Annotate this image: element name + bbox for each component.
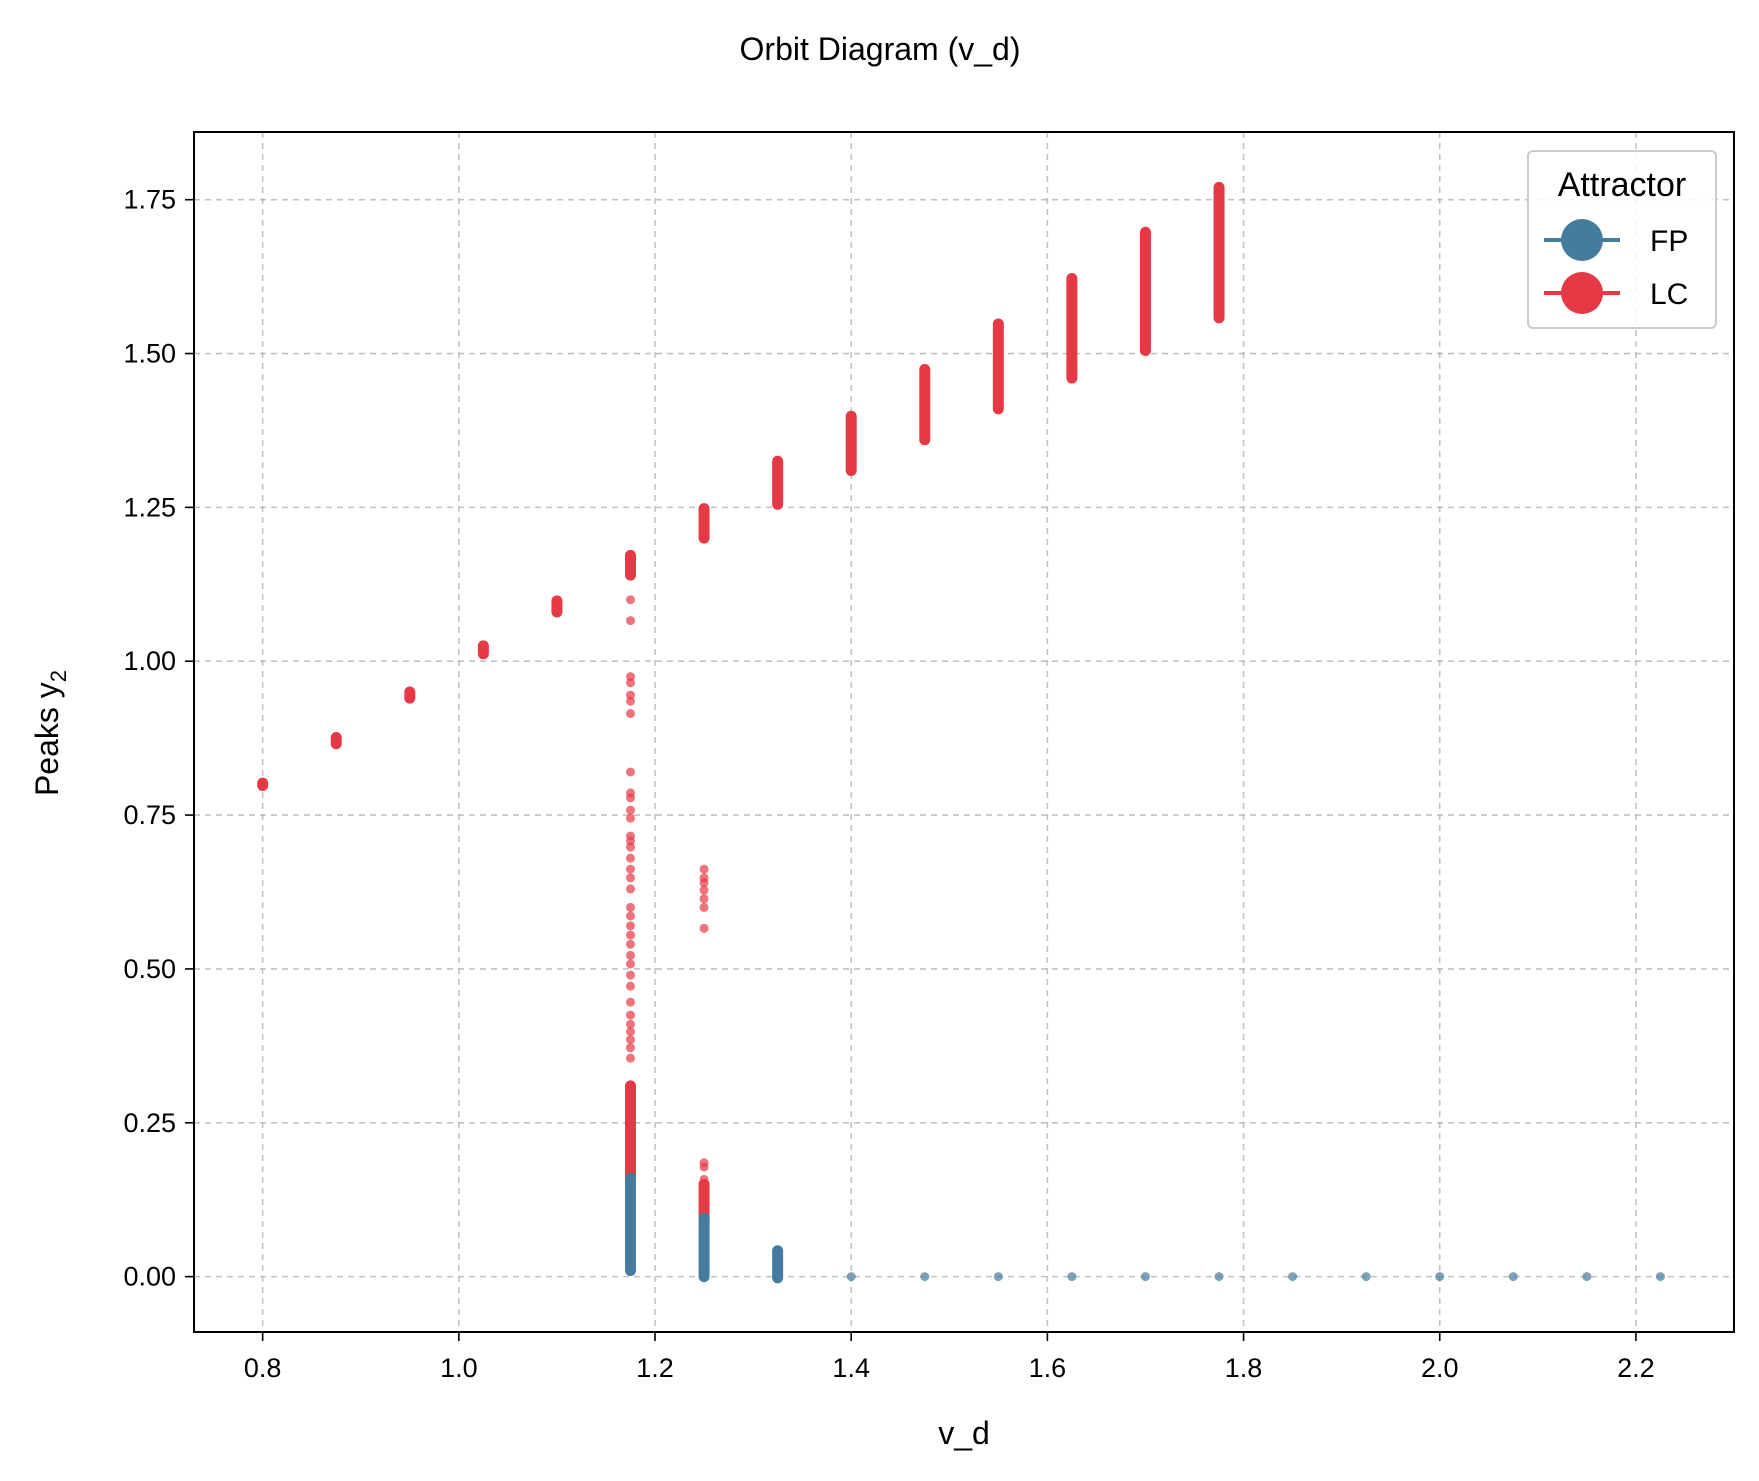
lc-point xyxy=(625,696,635,706)
lc-point xyxy=(625,1043,635,1053)
lc-point xyxy=(625,1010,635,1020)
fp-point xyxy=(846,1272,856,1282)
lc-point xyxy=(699,878,709,888)
legend-title: Attractor xyxy=(1558,166,1686,204)
y-tick-label: 1.75 xyxy=(123,185,176,215)
lc-point xyxy=(625,873,635,883)
x-axis-label: v_d xyxy=(938,1415,990,1451)
data-points xyxy=(625,595,1665,1282)
y-axis-label-main: Peaks y xyxy=(29,682,65,796)
fp-point xyxy=(1361,1272,1371,1282)
legend-fp-label: FP xyxy=(1650,225,1688,258)
lc-point xyxy=(625,950,635,960)
lc-point xyxy=(699,923,709,933)
x-tick-label: 1.2 xyxy=(636,1353,674,1383)
lc-point xyxy=(625,981,635,991)
axis-ticks: 0.8 1.0 1.2 1.4 1.6 1.8 2.0 2.2 0.00 0.25 0.50 0.75… xyxy=(123,185,1654,1383)
lc-point xyxy=(625,709,635,719)
lc-point xyxy=(625,884,635,894)
x-tick-label: 0.8 xyxy=(244,1353,282,1383)
y-tick-label: 0.75 xyxy=(123,800,176,830)
fp-point xyxy=(1508,1272,1518,1282)
lc-point xyxy=(625,805,635,815)
lc-point xyxy=(625,911,635,921)
lc-point xyxy=(699,885,709,895)
legend-lc-marker xyxy=(1561,272,1603,314)
x-tick-label: 1.4 xyxy=(832,1353,870,1383)
fp-point xyxy=(1582,1272,1592,1282)
lc-point xyxy=(625,672,635,682)
lc-point xyxy=(625,930,635,940)
lc-point xyxy=(625,690,635,700)
lc-point xyxy=(625,1035,635,1045)
x-tick-label: 1.6 xyxy=(1029,1353,1067,1383)
lc-point xyxy=(699,894,709,904)
lc-point xyxy=(625,1027,635,1037)
fp-point xyxy=(993,1272,1003,1282)
chart-title: Orbit Diagram (v_d) xyxy=(740,31,1021,67)
lc-point xyxy=(625,1053,635,1063)
lc-point xyxy=(625,921,635,931)
fp-point xyxy=(1140,1272,1150,1282)
x-tick-label: 1.0 xyxy=(440,1353,478,1383)
x-tick-label: 2.2 xyxy=(1617,1353,1655,1383)
legend: Attractor FP LC xyxy=(1527,150,1717,329)
lc-point xyxy=(625,902,635,912)
grid-layer xyxy=(194,132,1734,1332)
lc-point xyxy=(625,997,635,1007)
y-axis-label: Peaks y2 xyxy=(29,670,71,796)
y-axis-label-subscript: 2 xyxy=(46,670,71,682)
plot-area-frame xyxy=(193,131,1735,1333)
y-tick-label: 0.50 xyxy=(123,954,176,984)
x-tick-label: 2.0 xyxy=(1421,1353,1459,1383)
data-ranges xyxy=(257,181,1225,1284)
lc-point xyxy=(625,970,635,980)
lc-point xyxy=(625,767,635,777)
fp-point xyxy=(1288,1272,1298,1282)
lc-point xyxy=(625,959,635,969)
lc-point xyxy=(625,853,635,863)
lc-point xyxy=(699,1162,709,1172)
lc-point xyxy=(625,616,635,626)
lc-point xyxy=(625,793,635,803)
lc-point xyxy=(625,842,635,852)
lc-point xyxy=(625,595,635,605)
lc-point xyxy=(625,864,635,874)
y-tick-label: 0.00 xyxy=(123,1262,176,1292)
lc-point xyxy=(625,836,635,846)
lc-point xyxy=(699,902,709,912)
lc-point xyxy=(625,678,635,688)
x-tick-label: 1.8 xyxy=(1225,1353,1263,1383)
legend-lc-label: LC xyxy=(1650,278,1688,311)
y-tick-label: 0.25 xyxy=(123,1108,176,1138)
y-tick-label: 1.50 xyxy=(123,339,176,369)
fp-point xyxy=(1067,1272,1077,1282)
y-tick-label: 1.25 xyxy=(123,492,176,522)
fp-point xyxy=(920,1272,930,1282)
fp-point xyxy=(1435,1272,1445,1282)
legend-fp-marker xyxy=(1561,219,1603,261)
lc-point xyxy=(625,1019,635,1029)
lc-point xyxy=(625,813,635,823)
lc-point xyxy=(625,939,635,949)
lc-point xyxy=(699,864,709,874)
lc-point xyxy=(699,1174,709,1184)
fp-point xyxy=(1655,1272,1665,1282)
fp-point xyxy=(1214,1272,1224,1282)
y-tick-label: 1.00 xyxy=(123,646,176,676)
